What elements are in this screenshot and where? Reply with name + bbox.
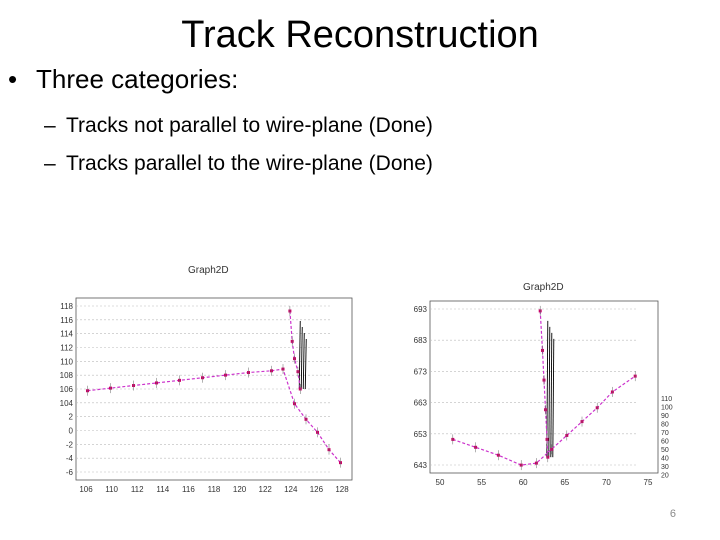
sub-item-2: – Tracks parallel to the wire-plane (Done…	[44, 152, 433, 176]
y-tick-label: 108	[60, 371, 74, 380]
track-series-line	[452, 375, 636, 466]
x-tick-label: 124	[284, 485, 298, 494]
detector-hit-line	[304, 338, 307, 390]
x-tick-label: 128	[335, 485, 349, 494]
detector-hit-line	[548, 326, 551, 458]
sub-item-1: – Tracks not parallel to wire-plane (Done…	[44, 114, 433, 138]
x-tick-label: 122	[259, 485, 273, 494]
y-tick-label: 663	[414, 399, 428, 408]
sub-item-text: Tracks parallel to the wire-plane (Done)	[66, 152, 433, 175]
x-tick-label: 120	[233, 485, 247, 494]
x-tick-label: 50	[436, 478, 445, 487]
left-track-plot: 118 116 114 112 110 108 106 104 2 0 -2 -4 -6 106 110 11…	[60, 297, 353, 494]
bullet-text: Three categories:	[36, 64, 239, 94]
detector-hit-line	[298, 320, 301, 390]
y-tick-label: 643	[414, 461, 428, 470]
y-tick-label: 0	[69, 427, 74, 436]
x-tick-label: 70	[602, 478, 611, 487]
y-tick-label: 693	[414, 305, 428, 314]
y-tick-label: 114	[60, 330, 73, 339]
detector-hit-line	[300, 326, 303, 390]
right-tick-label: 60	[661, 439, 669, 446]
right-tick-label: 30	[661, 464, 669, 471]
right-tick-label: 40	[661, 456, 669, 463]
y-tick-label: 2	[69, 413, 74, 422]
y-tick-label: 118	[60, 302, 73, 311]
y-tick-label: -4	[66, 454, 74, 463]
y-tick-label: 106	[60, 385, 74, 394]
x-tick-label: 60	[519, 478, 528, 487]
x-tick-label: 112	[131, 485, 144, 494]
y-tick-label: 673	[414, 367, 428, 376]
x-tick-label: 55	[477, 478, 486, 487]
y-tick-label: 683	[414, 336, 428, 345]
right-plot-title: Graph2D	[523, 282, 564, 293]
x-tick-label: 65	[560, 478, 569, 487]
y-tick-label: 116	[60, 316, 73, 325]
right-tick-label: 50	[661, 447, 669, 454]
left-plot-title: Graph2D	[188, 265, 229, 276]
x-tick-label: 106	[79, 485, 93, 494]
dash-icon: –	[44, 152, 56, 175]
detector-hit-line	[550, 332, 553, 458]
bullet-dot-icon: •	[8, 64, 18, 94]
y-tick-label: 653	[414, 430, 428, 439]
x-tick-label: 114	[156, 485, 169, 494]
slide-title: Track Reconstruction	[181, 14, 539, 56]
track-series-line	[87, 368, 341, 464]
track-series-line	[289, 310, 301, 390]
x-tick-label: 118	[208, 485, 221, 494]
sub-item-text: Tracks not parallel to wire-plane (Done)	[66, 114, 433, 137]
x-tick-label: 110	[105, 485, 118, 494]
x-tick-label: 75	[644, 478, 653, 487]
right-tick-label: 20	[661, 473, 669, 480]
detector-hit-line	[552, 338, 555, 458]
y-tick-label: 104	[60, 399, 74, 408]
x-tick-label: 126	[310, 485, 324, 494]
bullet-item: • Three categories:	[8, 64, 238, 95]
right-tick-label: 80	[661, 422, 669, 429]
y-tick-label: 110	[60, 357, 73, 366]
right-tick-label: 90	[661, 413, 669, 420]
y-tick-label: 112	[60, 344, 73, 353]
right-tick-label: 70	[661, 430, 669, 437]
page-number: 6	[669, 508, 676, 520]
plot-frame	[429, 300, 659, 474]
right-tick-label: 110	[661, 396, 672, 403]
detector-hit-line	[302, 332, 305, 390]
x-tick-label: 116	[182, 485, 195, 494]
dash-icon: –	[44, 114, 56, 137]
y-tick-label: -2	[66, 440, 74, 449]
right-tick-label: 100	[661, 405, 673, 412]
y-tick-label: -6	[66, 468, 74, 477]
